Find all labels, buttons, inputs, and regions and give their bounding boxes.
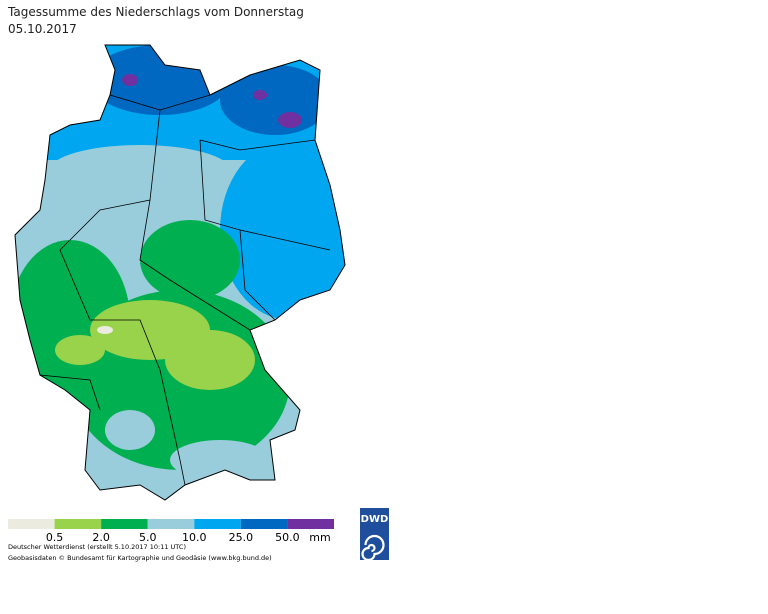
legend-swatch bbox=[240, 519, 288, 529]
footer-line: Geobasisdaten © Bundesamt für Kartograph… bbox=[8, 554, 272, 562]
legend-unit: mm bbox=[309, 531, 330, 544]
legend-swatch bbox=[287, 519, 334, 529]
legend-label: 10.0 bbox=[182, 531, 207, 544]
footer-line: Deutscher Wetterdienst (erstellt 5.10.20… bbox=[8, 543, 186, 551]
legend-label: 50.0 bbox=[275, 531, 300, 544]
legend: 0.5 2.0 5.0 10.0 25.0 50.0 mm bbox=[8, 519, 334, 544]
dwd-logo: DWD bbox=[360, 508, 389, 562]
precip-map bbox=[15, 45, 345, 500]
legend-swatch bbox=[194, 519, 241, 529]
date: 05.10.2017 bbox=[8, 22, 77, 36]
legend-label: 25.0 bbox=[229, 531, 254, 544]
state-borders bbox=[39, 94, 331, 486]
legend-swatch bbox=[147, 519, 195, 529]
legend-label: 0.5 bbox=[46, 531, 64, 544]
legend-label: 2.0 bbox=[92, 531, 110, 544]
legend-swatch bbox=[101, 519, 148, 529]
legend-swatch bbox=[8, 519, 55, 529]
legend-swatch bbox=[54, 519, 102, 529]
border bbox=[14, 44, 346, 501]
legend-label: 5.0 bbox=[139, 531, 157, 544]
title: Tagessumme des Niederschlags vom Donners… bbox=[7, 5, 304, 19]
logo-text: DWD bbox=[361, 514, 389, 525]
